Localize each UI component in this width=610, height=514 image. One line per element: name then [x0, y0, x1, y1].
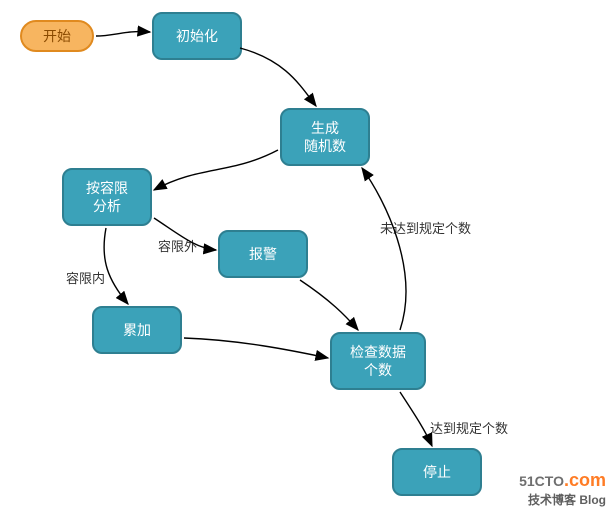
edge-label-check-stop: 达到规定个数 [430, 418, 508, 437]
limit-analysis-node: 按容限 分析 [62, 168, 152, 226]
alarm-node: 报警 [218, 230, 308, 278]
stop-label: 停止 [423, 463, 451, 481]
limit-label: 按容限 分析 [86, 179, 128, 215]
edge-label-limit-alarm: 容限外 [158, 236, 197, 255]
start-node: 开始 [20, 20, 94, 52]
alarm-label: 报警 [249, 245, 277, 263]
init-label: 初始化 [176, 27, 218, 45]
start-label: 开始 [43, 27, 71, 45]
check-count-node: 检查数据 个数 [330, 332, 426, 390]
check-label: 检查数据 个数 [350, 343, 406, 379]
watermark-brand-left: 51CTO [519, 473, 564, 489]
watermark: 51CTO.com 技术博客 Blog [519, 470, 606, 508]
watermark-brand-right: .com [564, 470, 606, 490]
gen-label: 生成 随机数 [304, 119, 346, 155]
watermark-sub: 技术博客 Blog [519, 491, 606, 508]
edge-label-check-gen: 未达到规定个数 [380, 218, 471, 237]
init-node: 初始化 [152, 12, 242, 60]
accum-label: 累加 [123, 321, 151, 339]
stop-node: 停止 [392, 448, 482, 496]
edge-label-limit-accum: 容限内 [66, 268, 105, 287]
generate-random-node: 生成 随机数 [280, 108, 370, 166]
accumulate-node: 累加 [92, 306, 182, 354]
